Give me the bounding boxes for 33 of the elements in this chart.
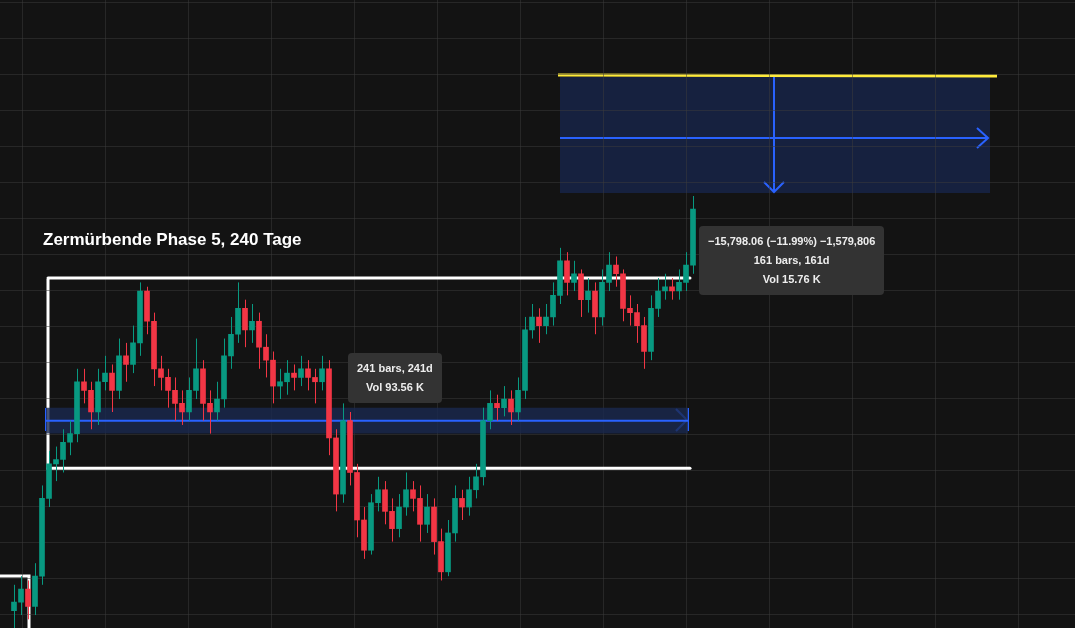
candlestick [669,277,675,301]
candlestick [585,277,591,314]
annotation: Vol 93.56 K [364,380,425,395]
candlestick [424,493,430,534]
candlestick [501,385,507,417]
candlestick [564,251,570,296]
candlestick [319,355,325,391]
candlestick [109,363,115,413]
candlestick [291,363,297,391]
candlestick [662,273,668,301]
candlestick [214,381,220,422]
candlestick [249,303,255,344]
candlestick [536,307,542,344]
candlestick [459,489,465,521]
candlestick [508,389,514,426]
text: Vol 15.76 K [761,272,822,287]
annotation: 241 bars, 241d [357,361,433,376]
candlestick [242,299,248,348]
candlestick [25,579,31,620]
candlestick [123,342,129,383]
candlestick [11,584,17,628]
candlestick [494,394,500,422]
candlestick [298,355,304,387]
text: −15,798.06 (−11.99%) −1,579,806 [708,234,876,249]
candlestick [18,575,24,616]
text: Zermürbende Phase 5, 240 Tage [43,230,302,250]
candlestick [403,471,409,517]
candlestick [543,303,549,335]
candlestick [130,325,136,374]
text: 161 bars, 161d [752,253,831,268]
candlestick [571,260,577,292]
candlestick [529,303,535,340]
candlestick [396,493,402,538]
